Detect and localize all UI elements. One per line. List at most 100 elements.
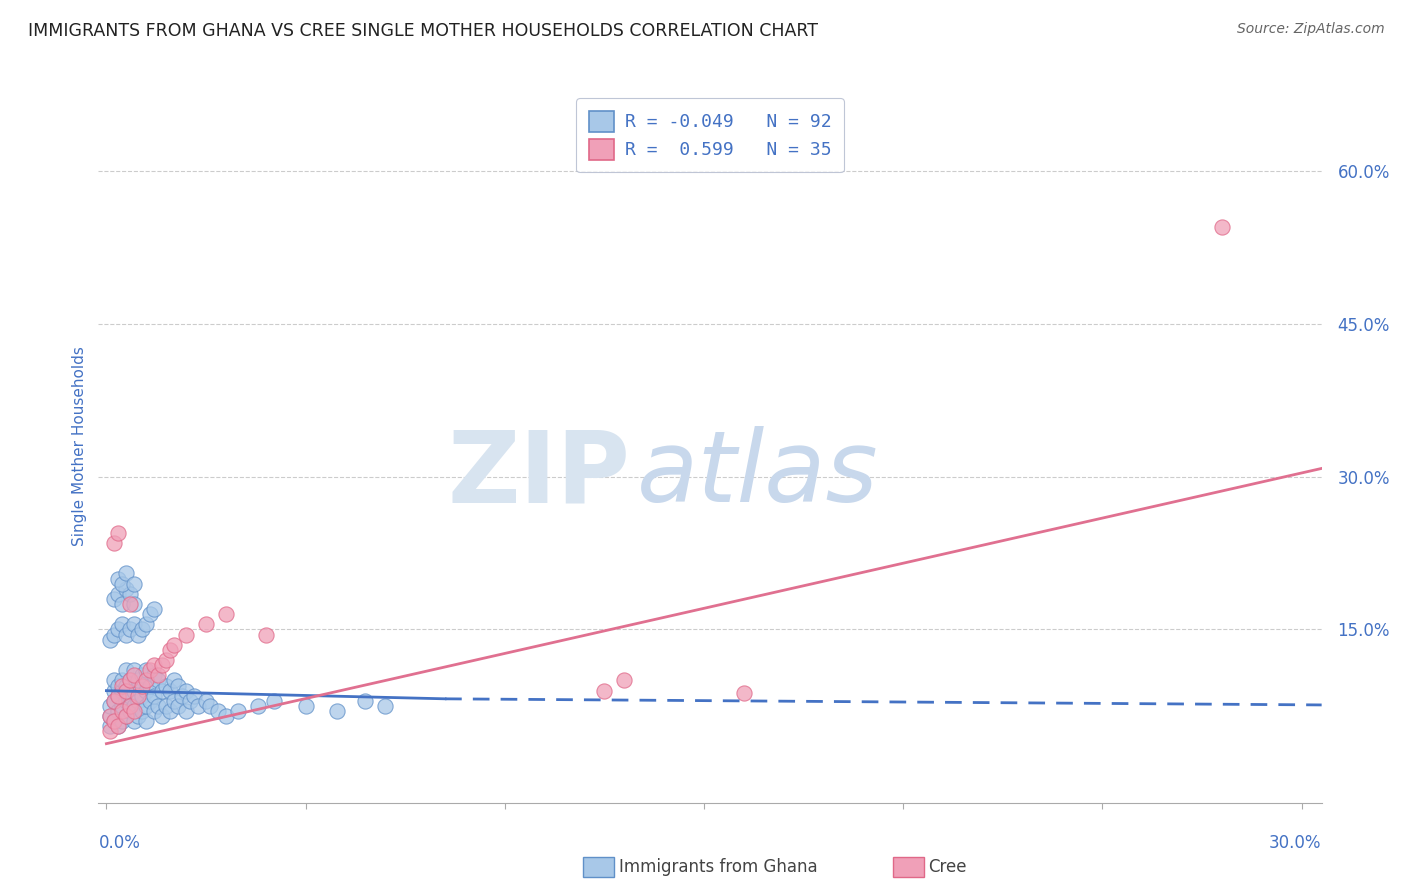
Text: Source: ZipAtlas.com: Source: ZipAtlas.com — [1237, 22, 1385, 37]
Point — [143, 668, 166, 682]
Point — [120, 587, 142, 601]
Point — [163, 673, 186, 688]
Point — [163, 694, 186, 708]
Point — [107, 587, 129, 601]
Text: ZIP: ZIP — [447, 426, 630, 523]
Point — [155, 653, 177, 667]
Point — [127, 689, 149, 703]
Point — [613, 673, 636, 688]
Point — [246, 698, 269, 713]
Point — [374, 698, 396, 713]
Point — [195, 694, 218, 708]
Point — [111, 597, 134, 611]
Point — [127, 694, 149, 708]
Point — [139, 679, 162, 693]
Point — [100, 709, 122, 723]
Point — [107, 689, 129, 703]
Point — [254, 627, 277, 641]
Point — [148, 673, 170, 688]
Point — [187, 698, 209, 713]
Point — [139, 607, 162, 622]
Point — [107, 623, 129, 637]
Point — [131, 704, 153, 718]
Point — [226, 704, 249, 718]
Point — [120, 597, 142, 611]
Point — [143, 602, 166, 616]
Point — [174, 704, 197, 718]
Point — [120, 673, 142, 688]
Point — [103, 627, 125, 641]
Point — [131, 679, 153, 693]
Point — [167, 698, 190, 713]
Point — [294, 698, 316, 713]
Point — [135, 673, 157, 688]
Point — [155, 679, 177, 693]
Point — [120, 623, 142, 637]
Point — [115, 683, 138, 698]
Point — [111, 679, 134, 693]
Point — [124, 698, 146, 713]
Point — [215, 607, 238, 622]
Point — [115, 709, 138, 723]
Text: 0.0%: 0.0% — [98, 834, 141, 852]
Point — [127, 627, 149, 641]
Point — [115, 566, 138, 581]
Point — [135, 683, 157, 698]
Point — [111, 683, 134, 698]
Point — [1211, 219, 1233, 234]
Point — [115, 709, 138, 723]
Point — [115, 663, 138, 677]
Point — [107, 572, 129, 586]
Y-axis label: Single Mother Households: Single Mother Households — [72, 346, 87, 546]
Point — [263, 694, 285, 708]
Point — [733, 686, 755, 700]
Text: Immigrants from Ghana: Immigrants from Ghana — [619, 858, 817, 876]
Point — [120, 704, 142, 718]
Point — [103, 673, 125, 688]
Point — [115, 582, 138, 596]
Point — [135, 663, 157, 677]
Text: 30.0%: 30.0% — [1270, 834, 1322, 852]
Point — [127, 673, 149, 688]
Text: IMMIGRANTS FROM GHANA VS CREE SINGLE MOTHER HOUSEHOLDS CORRELATION CHART: IMMIGRANTS FROM GHANA VS CREE SINGLE MOT… — [28, 22, 818, 40]
Point — [143, 704, 166, 718]
Point — [111, 698, 134, 713]
Point — [120, 689, 142, 703]
Point — [150, 709, 173, 723]
Point — [115, 627, 138, 641]
Point — [159, 683, 181, 698]
Point — [183, 689, 205, 703]
Point — [111, 673, 134, 688]
Point — [107, 719, 129, 733]
Point — [103, 714, 125, 729]
Point — [148, 668, 170, 682]
Point — [103, 714, 125, 729]
Point — [124, 704, 146, 718]
Point — [326, 704, 349, 718]
Point — [135, 698, 157, 713]
Point — [127, 709, 149, 723]
Point — [139, 694, 162, 708]
Point — [155, 698, 177, 713]
Point — [103, 536, 125, 550]
Point — [103, 694, 125, 708]
Point — [174, 627, 197, 641]
Point — [115, 679, 138, 693]
Point — [120, 698, 142, 713]
Point — [103, 694, 125, 708]
Point — [103, 591, 125, 606]
Point — [159, 643, 181, 657]
Point — [139, 663, 162, 677]
Legend: R = -0.049   N = 92, R =  0.599   N = 35: R = -0.049 N = 92, R = 0.599 N = 35 — [576, 98, 844, 172]
Point — [172, 689, 194, 703]
Point — [107, 525, 129, 540]
Point — [135, 714, 157, 729]
Point — [124, 576, 146, 591]
Point — [198, 698, 221, 713]
Point — [100, 719, 122, 733]
Point — [167, 679, 190, 693]
Point — [124, 668, 146, 682]
Point — [100, 698, 122, 713]
Point — [179, 694, 201, 708]
Point — [143, 658, 166, 673]
